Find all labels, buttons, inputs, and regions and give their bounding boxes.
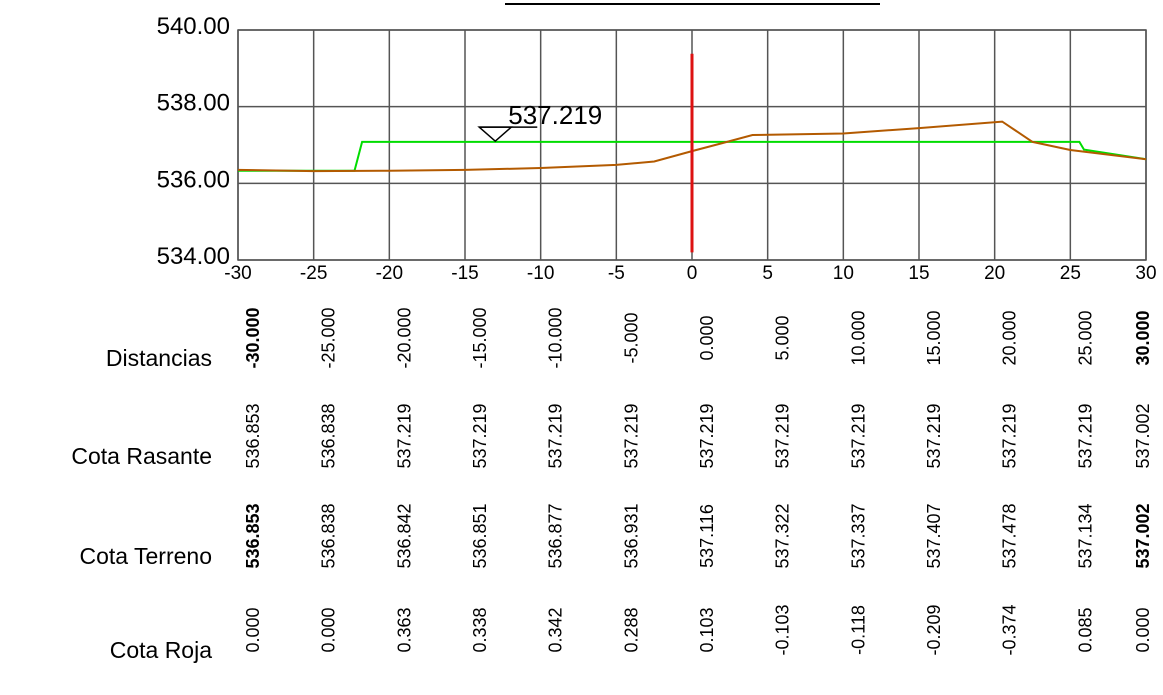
table-cell: 0.103	[697, 607, 717, 652]
level-annotation-text: 537.219	[508, 100, 602, 130]
table-cell: 0.000	[243, 607, 263, 652]
table-cell: -0.374	[1000, 604, 1020, 655]
y-tick-label: 540.00	[157, 13, 230, 40]
table-cell: 537.219	[621, 403, 641, 468]
table-cell: 537.219	[546, 403, 566, 468]
row-label: Cota Roja	[110, 637, 212, 663]
y-tick-label: 536.00	[157, 166, 230, 193]
table-cell: 537.337	[848, 503, 868, 568]
table-cell: 15.000	[924, 310, 944, 365]
table-cell: 536.851	[470, 503, 490, 568]
series-lines	[237, 53, 1147, 253]
table-cell: 537.478	[1000, 503, 1020, 568]
x-tick-label: 10	[833, 263, 854, 284]
x-tick-label: 15	[908, 263, 929, 284]
table-cell: 536.842	[394, 503, 414, 568]
table-cell: 536.931	[621, 503, 641, 568]
table-cell: -25.000	[319, 307, 339, 368]
table-cell: 0.338	[470, 607, 490, 652]
table-cell: 5.000	[773, 315, 793, 360]
table-cell: 537.002	[1133, 403, 1153, 468]
table-cell: 0.288	[621, 607, 641, 652]
row-label: Cota Terreno	[79, 543, 212, 569]
table-cell: -15.000	[470, 307, 490, 368]
table-cell: -20.000	[394, 307, 414, 368]
x-tick-label: -15	[451, 263, 478, 284]
table-cell: 0.000	[319, 607, 339, 652]
table-cell: 537.407	[924, 503, 944, 568]
table-cell: 537.219	[470, 403, 490, 468]
table-cell: -5.000	[621, 312, 641, 363]
table-cell: 10.000	[848, 310, 868, 365]
plot-border	[237, 29, 1147, 261]
x-tick-label: -5	[608, 263, 625, 284]
table-cell: 536.853	[243, 503, 263, 568]
x-axis: -30 -25 -20 -15 -10 -5 0 5 10 15 20 25 30	[224, 263, 1156, 284]
table-cell: 537.134	[1075, 503, 1095, 568]
table-cell: 536.853	[243, 403, 263, 468]
row-label: Cota Rasante	[71, 443, 212, 469]
table-cell: 537.002	[1133, 503, 1153, 568]
level-annotation: 537.219	[477, 100, 602, 143]
plot-area	[237, 29, 1147, 261]
table-cell: 0.000	[1133, 607, 1153, 652]
level-triangle-icon	[477, 126, 514, 143]
table-cell: 537.219	[773, 403, 793, 468]
table-cell: 537.322	[773, 503, 793, 568]
table-cell: 537.219	[394, 403, 414, 468]
x-tick-label: 5	[762, 263, 773, 284]
x-tick-label: -20	[376, 263, 403, 284]
table-cell: 25.000	[1075, 310, 1095, 365]
table-cell: 537.219	[1000, 403, 1020, 468]
table-cell: 30.000	[1133, 310, 1153, 365]
table-cell: 0.000	[697, 315, 717, 360]
table-cell: -30.000	[243, 307, 263, 368]
table-cell: 537.219	[924, 403, 944, 468]
table-cell: -0.118	[848, 605, 868, 655]
x-tick-label: 25	[1060, 263, 1081, 284]
table-cell: -0.209	[924, 604, 944, 655]
table-cell: 0.085	[1075, 607, 1095, 652]
series-line-1	[237, 120, 1147, 173]
y-tick-label: 538.00	[157, 90, 230, 117]
table-cell: 0.342	[546, 607, 566, 652]
table-cell: 536.877	[546, 503, 566, 568]
table-cell: 537.219	[697, 403, 717, 468]
table-cell: 20.000	[1000, 310, 1020, 365]
x-tick-label: -10	[527, 263, 554, 284]
table-cell: -0.103	[773, 604, 793, 655]
data-table: Distancias -30.000 -25.000 -20.000 -15.000 -1…	[71, 307, 1153, 663]
x-tick-label: -30	[224, 263, 251, 284]
table-cell: 537.116	[697, 504, 717, 568]
table-cell: -10.000	[546, 307, 566, 368]
table-cell: 536.838	[319, 403, 339, 468]
row-label: Distancias	[106, 345, 212, 371]
x-tick-label: 20	[984, 263, 1005, 284]
table-cell: 537.219	[1075, 403, 1095, 468]
x-tick-label: 0	[687, 263, 698, 284]
y-tick-label: 534.00	[157, 243, 230, 270]
table-cell: 537.219	[848, 403, 868, 468]
y-axis: 534.00 536.00 538.00 540.00	[157, 13, 230, 270]
x-tick-label: 30	[1135, 263, 1156, 284]
table-cell: 536.838	[319, 503, 339, 568]
x-tick-label: -25	[300, 263, 327, 284]
table-cell: 0.363	[394, 607, 414, 652]
